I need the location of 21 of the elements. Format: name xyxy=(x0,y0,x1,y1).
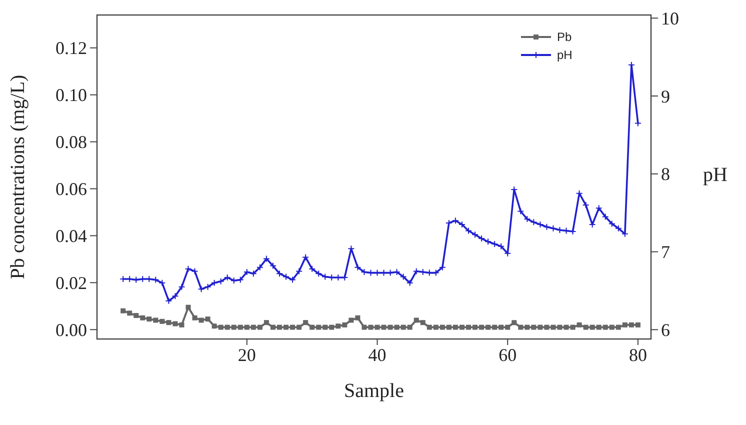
y-axis-title: Pb concentrations (mg/L) xyxy=(7,74,29,280)
y-tick-label: 0.04 xyxy=(56,226,87,246)
y-tick-label: 0.08 xyxy=(56,132,87,152)
y-tick-label: 0.06 xyxy=(56,179,87,200)
y-tick-label: 0.02 xyxy=(56,272,87,293)
y-tick-label: 0.00 xyxy=(56,320,87,340)
y-tick-label: 0.10 xyxy=(56,85,87,106)
x-tick-label: 40 xyxy=(368,345,386,365)
legend-label: pH xyxy=(557,48,572,62)
y2-tick-label: 9 xyxy=(661,86,670,106)
y2-tick-label: 10 xyxy=(661,8,679,28)
x-axis-title: Sample xyxy=(344,380,404,402)
x-tick-label: 60 xyxy=(498,345,517,365)
y2-axis-title: pH xyxy=(703,164,728,186)
x-tick-label: 80 xyxy=(628,345,647,365)
x-tick-label: 20 xyxy=(238,345,256,365)
legend-label: Pb xyxy=(557,30,572,44)
y2-tick-label: 6 xyxy=(661,320,670,340)
y2-tick-label: 8 xyxy=(661,164,670,184)
y-tick-label: 0.12 xyxy=(56,38,87,58)
y2-tick-label: 7 xyxy=(661,242,670,262)
